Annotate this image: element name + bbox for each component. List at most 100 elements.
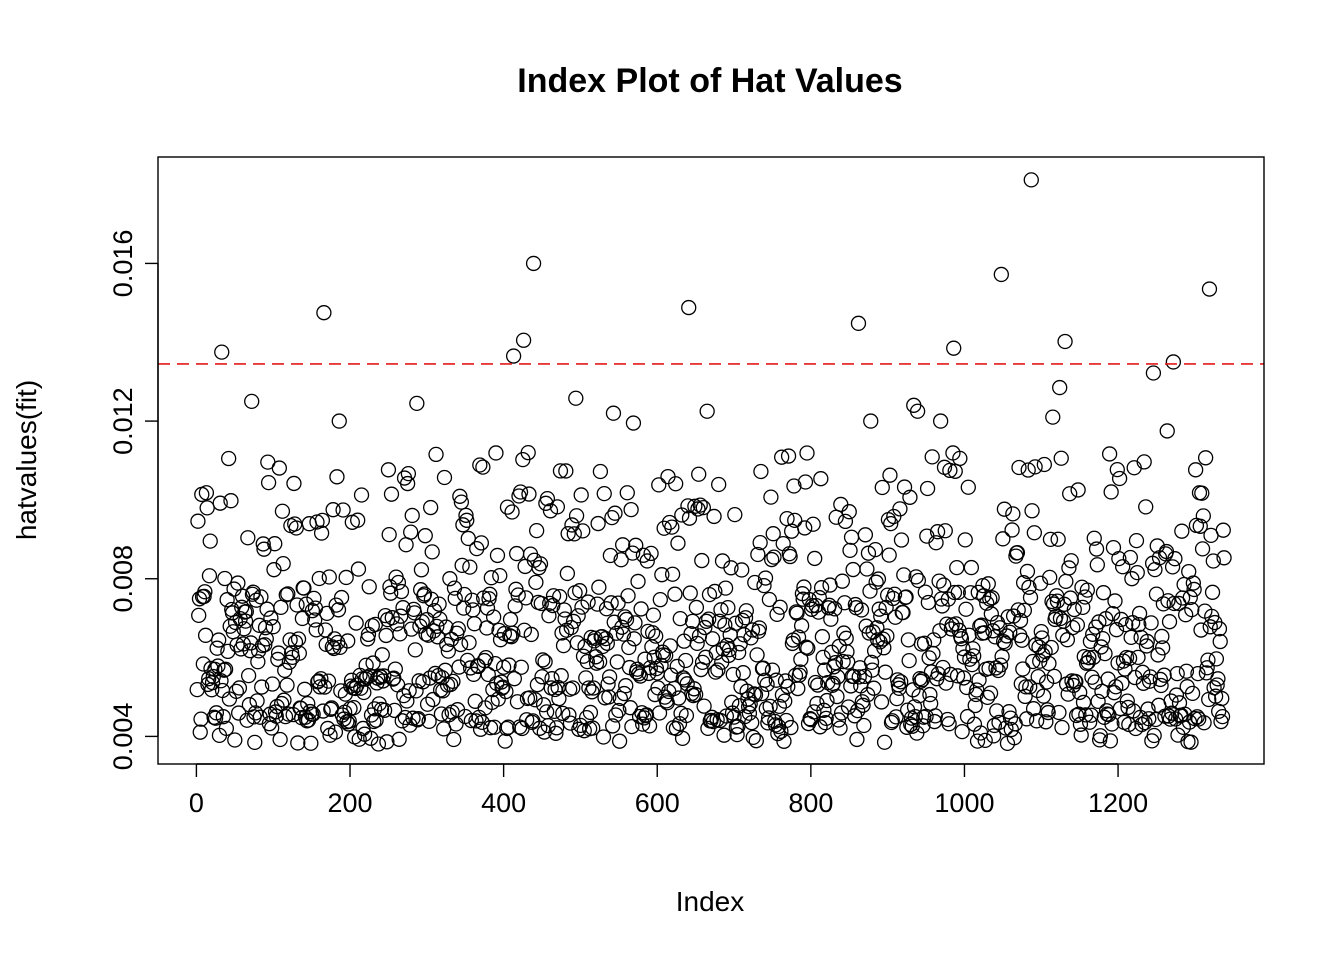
data-point (764, 551, 780, 568)
data-point (216, 662, 232, 678)
data-point (407, 642, 423, 658)
data-point (907, 708, 923, 725)
data-point (263, 610, 279, 626)
data-point (423, 499, 439, 516)
data-point (954, 723, 970, 740)
data-point (311, 570, 327, 587)
data-point (335, 502, 351, 518)
data-point (573, 487, 589, 503)
data-point (548, 720, 565, 736)
data-point (775, 535, 791, 552)
data-point (837, 513, 854, 530)
data-point (476, 652, 493, 669)
data-point (378, 627, 394, 644)
data-point (742, 696, 758, 712)
data-point (193, 711, 209, 727)
data-point (920, 594, 937, 611)
data-point (929, 524, 946, 540)
data-point (458, 507, 474, 523)
data-point (886, 586, 903, 602)
data-point (790, 629, 807, 645)
data-point (1062, 486, 1078, 502)
data-point (658, 647, 674, 664)
data-point (1209, 677, 1225, 693)
data-point (901, 652, 917, 669)
data-point (302, 703, 318, 720)
data-point (595, 729, 612, 745)
data-point (529, 522, 545, 539)
data-point (436, 469, 453, 486)
data-point (984, 590, 1000, 606)
data-point (566, 526, 582, 542)
data-point (1042, 531, 1059, 548)
data-point (816, 702, 832, 718)
y-tick-label: 0.004 (108, 703, 138, 771)
data-point (871, 601, 887, 617)
data-point (764, 662, 781, 678)
data-point (525, 255, 542, 272)
data-point (452, 488, 468, 504)
data-point (699, 403, 715, 419)
data-point (1205, 553, 1221, 569)
data-point (585, 720, 601, 736)
data-point (1104, 716, 1120, 732)
data-point (393, 608, 409, 624)
data-point (672, 610, 688, 627)
data-point (747, 574, 763, 591)
data-point (603, 595, 619, 611)
data-point (808, 597, 824, 614)
data-point (189, 681, 205, 698)
data-point (1085, 649, 1102, 665)
data-point (752, 534, 768, 551)
data-point (678, 652, 694, 669)
data-point (1086, 530, 1102, 546)
data-point (389, 616, 405, 632)
data-point (686, 681, 702, 697)
data-point (1101, 446, 1118, 462)
data-point (305, 706, 321, 722)
data-point (278, 587, 294, 603)
data-point (1045, 409, 1061, 425)
data-point (1131, 616, 1147, 633)
data-point (240, 667, 257, 684)
data-point (1212, 633, 1228, 650)
data-point (218, 720, 235, 737)
data-point (729, 726, 745, 743)
data-point (1074, 579, 1090, 595)
data-point (859, 561, 875, 577)
data-point (591, 654, 608, 670)
data-point (468, 713, 484, 729)
data-point (533, 595, 549, 612)
data-point (960, 479, 976, 495)
data-point (495, 679, 511, 695)
data-point (548, 725, 564, 741)
data-point (1053, 450, 1069, 466)
data-point (893, 532, 910, 548)
data-point (889, 690, 905, 707)
data-point (1214, 708, 1231, 725)
data-point (636, 710, 652, 726)
data-point (992, 657, 1009, 673)
data-point (654, 567, 670, 583)
data-point (317, 622, 334, 638)
data-point (616, 685, 632, 702)
data-point (523, 626, 539, 643)
data-point (856, 668, 873, 685)
data-point (452, 636, 469, 653)
data-point (348, 615, 364, 631)
data-point (393, 583, 410, 600)
data-point (1042, 569, 1058, 586)
data-point (259, 601, 275, 617)
data-point (228, 683, 244, 700)
data-point (1192, 518, 1208, 534)
data-point (829, 688, 845, 705)
data-point (504, 504, 520, 520)
data-point (424, 544, 440, 560)
data-point (570, 608, 586, 624)
data-point (353, 487, 370, 503)
data-point (331, 413, 347, 429)
data-point (565, 613, 582, 630)
data-point (695, 499, 711, 516)
data-point (325, 502, 341, 518)
data-point (447, 590, 463, 606)
